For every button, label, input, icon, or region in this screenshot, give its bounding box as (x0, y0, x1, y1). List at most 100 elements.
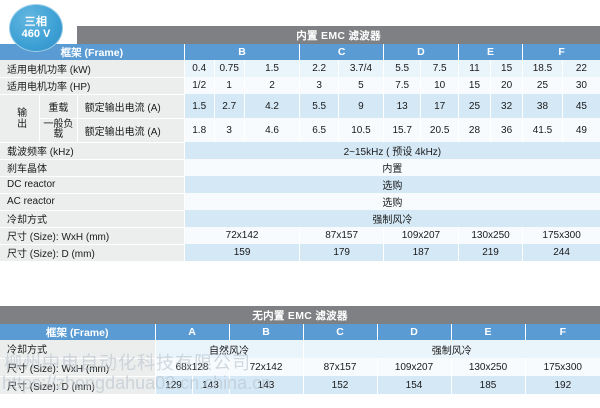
row-cooling: 冷却方式 强制风冷 (0, 210, 600, 228)
cell-size-wh-1: 87x157 (299, 227, 384, 244)
frame-label-2: 框架 (Frame) (0, 324, 156, 340)
cell-size-d-2: 187 (383, 244, 459, 261)
row2-label-cooling: 冷却方式 (0, 340, 156, 359)
cell-power-hp-2: 2 (244, 77, 301, 94)
cell-heavy-3: 5.5 (299, 94, 339, 118)
cell-carrier-value: 2~15kHz ( 预设 4kHz) (184, 142, 600, 159)
row-label-heavy-current: 额定输出电流 (A) (77, 94, 185, 119)
cell-power-kw-8: 15 (490, 60, 524, 77)
cell2-size-d-4: 185 (451, 376, 526, 394)
badge-line1: 三相 (24, 15, 48, 28)
cell-power-hp-10: 30 (562, 77, 600, 94)
cell-power-hp-3: 3 (299, 77, 339, 94)
row-label-brake: 刹车晶体 (0, 159, 185, 177)
frame-B: B (184, 44, 301, 60)
table1-band-row: 内置 EMC 滤波器 (0, 26, 600, 44)
voltage-badge: 三相 460 V (9, 4, 63, 52)
cell-power-kw-10: 22 (562, 60, 600, 77)
row2-cooling: 冷却方式 自然风冷 强制风冷 (0, 340, 600, 359)
cell-size-d-4: 244 (522, 244, 600, 261)
cell2-size-d-a1: 129 (155, 376, 193, 394)
row-normal-current: 一般负载 额定输出电流 (A) 1.8 3 4.6 6.5 10.5 15.7 … (0, 118, 600, 143)
cell-power-kw-6: 7.5 (420, 60, 459, 77)
cell-power-hp-6: 10 (420, 77, 459, 94)
row-label-heavy: 重载 (39, 94, 78, 119)
frame2-B: B (229, 324, 304, 340)
cell-power-hp-1: 1 (214, 77, 245, 94)
table1-frame-header: 框架 (Frame) B C D E F (0, 44, 600, 60)
cell-power-kw-4: 3.7/4 (338, 60, 384, 77)
cell2-cooling-forced: 强制风冷 (303, 340, 600, 358)
row-label-size-wh: 尺寸 (Size): WxH (mm) (0, 227, 185, 245)
cell-heavy-0: 1.5 (184, 94, 215, 118)
cell-heavy-2: 4.2 (244, 94, 301, 118)
cell-heavy-10: 45 (562, 94, 600, 118)
cell-size-wh-0: 72x142 (184, 227, 301, 244)
emc-builtin-table: 内置 EMC 滤波器 框架 (Frame) B C D E F 适用电机功率 (… (0, 26, 600, 262)
cell-heavy-9: 38 (522, 94, 563, 118)
cell2-size-wh-2: 87x157 (303, 358, 378, 376)
row2-size-d: 尺寸 (Size): D (mm) 129 143 143 152 154 18… (0, 376, 600, 395)
cell-power-kw-1: 0.75 (214, 60, 245, 77)
table2-frame-header: 框架 (Frame) A B C D E F (0, 324, 600, 340)
cell-normal-8: 36 (490, 118, 524, 142)
frame2-E: E (451, 324, 526, 340)
row-label-ac-reactor: AC reactor (0, 193, 185, 211)
cell-heavy-6: 17 (420, 94, 459, 118)
cell-power-kw-9: 18.5 (522, 60, 563, 77)
frame-C: C (299, 44, 384, 60)
cell-power-hp-5: 7.5 (383, 77, 422, 94)
cell-power-kw-0: 0.4 (184, 60, 215, 77)
row-size-wh: 尺寸 (Size): WxH (mm) 72x142 87x157 109x20… (0, 227, 600, 245)
row2-size-wh: 尺寸 (Size): WxH (mm) 68x128 72x142 87x157… (0, 358, 600, 377)
row-power-kw: 适用电机功率 (kW) 0.4 0.75 1.5 2.2 3.7/4 5.5 7… (0, 60, 600, 78)
cell-power-kw-2: 1.5 (244, 60, 301, 77)
row2-label-size-d: 尺寸 (Size): D (mm) (0, 376, 156, 395)
frame-E: E (458, 44, 524, 60)
cell-normal-9: 41.5 (522, 118, 563, 142)
row-dc-reactor: DC reactor 选购 (0, 176, 600, 194)
cell2-size-wh-5: 175x300 (525, 358, 600, 376)
cell-heavy-5: 13 (383, 94, 422, 118)
cell-normal-3: 6.5 (299, 118, 339, 142)
frame2-D: D (377, 324, 452, 340)
cell-cooling-value: 强制风冷 (184, 210, 600, 227)
cell-normal-1: 3 (214, 118, 245, 142)
table1-band-title: 内置 EMC 滤波器 (77, 26, 600, 44)
cell-heavy-1: 2.7 (214, 94, 245, 118)
cell2-size-wh-1: 72x142 (229, 358, 304, 376)
frame2-A: A (155, 324, 230, 340)
frame2-C: C (303, 324, 378, 340)
cell-power-hp-4: 5 (338, 77, 384, 94)
cell-size-wh-2: 109x207 (383, 227, 459, 244)
row-label-carrier: 载波频率 (kHz) (0, 142, 185, 160)
row-label-power-hp: 适用电机功率 (HP) (0, 77, 185, 95)
row-label-normal: 一般负载 (39, 118, 78, 143)
row-label-cooling: 冷却方式 (0, 210, 185, 228)
cell-heavy-7: 25 (458, 94, 492, 118)
cell-normal-10: 49 (562, 118, 600, 142)
cell2-size-d-3: 154 (377, 376, 452, 394)
cell-power-kw-5: 5.5 (383, 60, 422, 77)
cell2-size-wh-3: 109x207 (377, 358, 452, 376)
cell-power-hp-9: 25 (522, 77, 563, 94)
cell-ac-reactor-value: 选购 (184, 193, 600, 210)
table2-band-row: 无内置 EMC 滤波器 (0, 306, 600, 324)
cell-size-d-3: 219 (458, 244, 524, 261)
cell-size-wh-4: 175x300 (522, 227, 600, 244)
cell2-size-wh-0: 68x128 (155, 358, 230, 376)
cell2-size-d-2: 152 (303, 376, 378, 394)
cell-power-hp-8: 20 (490, 77, 524, 94)
frame-D: D (383, 44, 459, 60)
frame2-F: F (525, 324, 600, 340)
row-label-size-d: 尺寸 (Size): D (mm) (0, 244, 185, 262)
frame-F: F (522, 44, 600, 60)
cell-normal-5: 15.7 (383, 118, 422, 142)
cell-power-hp-0: 1/2 (184, 77, 215, 94)
cell2-cooling-natural: 自然风冷 (155, 340, 304, 358)
cell-power-kw-3: 2.2 (299, 60, 339, 77)
cell-size-wh-3: 130x250 (458, 227, 524, 244)
cell-brake-value: 内置 (184, 159, 600, 176)
emc-none-table: 无内置 EMC 滤波器 框架 (Frame) A B C D E F 冷却方式 … (0, 306, 600, 395)
cell2-size-d-1: 143 (229, 376, 304, 394)
